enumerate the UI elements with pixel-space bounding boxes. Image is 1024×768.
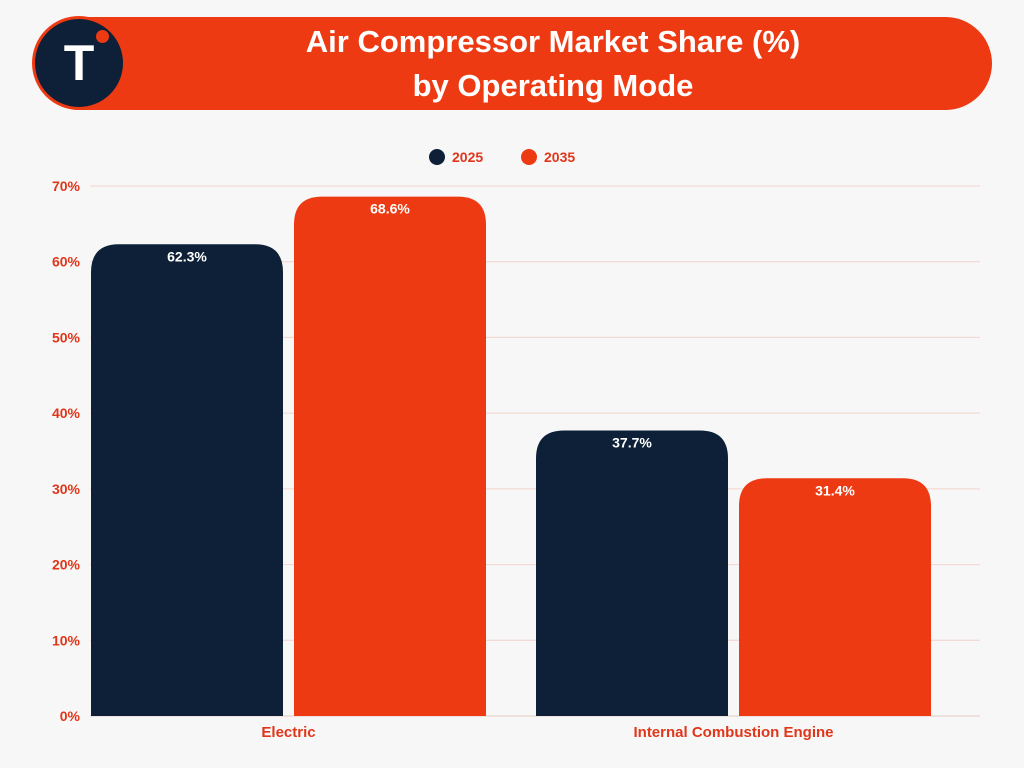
chart-title: Air Compressor Market Share (%) by Opera… [144,17,962,110]
bar-2035-0 [294,196,486,717]
y-tick-label: 10% [52,632,81,648]
y-tick-label: 20% [52,557,81,573]
logo-letter: T [63,35,95,91]
bar-2035-1 [739,478,931,716]
logo-dot-icon [96,30,109,43]
legend-label: 2025 [452,149,483,165]
bar-2025-1 [536,430,728,716]
y-tick-label: 60% [52,254,81,270]
bar-2025-0 [91,244,283,717]
x-tick-label: Electric [261,724,315,741]
title-line-2: by Operating Mode [412,67,694,103]
data-label: 68.6% [370,201,410,217]
y-tick-label: 50% [52,329,81,345]
logo: T [32,16,126,110]
legend-marker-2035 [521,149,537,165]
title-banner: Air Compressor Market Share (%) by Opera… [34,17,992,110]
y-tick-label: 0% [60,708,81,724]
data-label: 37.7% [612,435,652,451]
x-tick-label: Internal Combustion Engine [633,724,833,741]
legend-marker-2025 [429,149,445,165]
legend-label: 2035 [544,149,575,165]
data-label: 31.4% [815,482,855,498]
y-tick-label: 30% [52,481,81,497]
data-label: 62.3% [167,248,207,264]
y-tick-label: 70% [52,178,81,194]
title-line-1: Air Compressor Market Share (%) [305,23,801,59]
y-tick-label: 40% [52,405,81,421]
